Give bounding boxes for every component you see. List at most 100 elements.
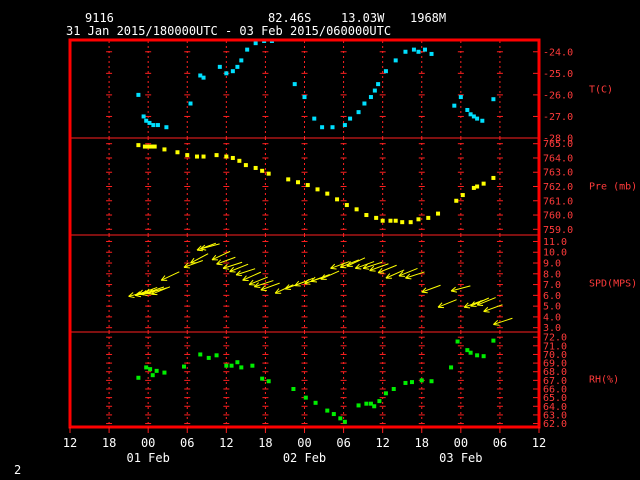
- wind-arrow-head: [200, 248, 207, 251]
- wind-arrow: [421, 284, 441, 294]
- wind-arrow-head: [183, 266, 191, 269]
- wind-arrow-head: [304, 278, 310, 284]
- pres-point: [374, 215, 379, 220]
- rh-point: [206, 355, 211, 360]
- rh-point: [491, 338, 496, 343]
- wind-arrow-head: [284, 288, 291, 290]
- wind-arrow-head: [437, 302, 443, 308]
- rh-point: [364, 401, 369, 406]
- pres-point: [354, 207, 359, 212]
- y-tick-label: 71.0: [543, 341, 567, 352]
- temp-point: [416, 49, 421, 54]
- rh-point: [391, 387, 396, 391]
- x-tick-label: 18: [415, 436, 429, 450]
- temp-point: [147, 120, 152, 125]
- wind-arrow-shaft: [222, 261, 243, 269]
- temp-point: [423, 47, 428, 52]
- wind-arrow: [160, 271, 180, 281]
- wind-arrow-head: [346, 261, 352, 267]
- x-tick-label: 00: [454, 436, 468, 450]
- rh-point: [481, 354, 486, 359]
- temp-point: [253, 41, 258, 46]
- day-label: 03 Feb: [439, 451, 482, 465]
- wind-arrow-head: [260, 285, 266, 291]
- temp-point: [368, 95, 373, 100]
- rh-point: [455, 339, 460, 344]
- rh-point: [260, 376, 265, 381]
- wind-arrow-head: [128, 292, 134, 297]
- temp-point: [475, 116, 480, 121]
- x-tick-label: 12: [63, 436, 77, 450]
- temp-point: [403, 49, 408, 54]
- temp-point: [465, 107, 470, 112]
- rh-point: [429, 379, 434, 384]
- y-tick-label: 62.0: [543, 419, 567, 430]
- wind-arrow-head: [450, 286, 456, 292]
- wind-arrow-shaft: [260, 282, 280, 291]
- wind-arrow: [222, 261, 243, 270]
- wind-arrow-head: [284, 284, 290, 290]
- y-tick-label: 760.0: [543, 211, 573, 222]
- rh-point: [475, 353, 480, 358]
- temp-point: [372, 88, 377, 93]
- wind-arrow: [483, 304, 503, 313]
- wind-arrow-head: [254, 286, 261, 289]
- rh-point: [419, 378, 424, 383]
- pres-point: [481, 181, 486, 186]
- wind-arrow: [354, 261, 375, 270]
- y-tick-label: 10.0: [543, 248, 567, 259]
- wind-arrow-shaft: [216, 256, 236, 265]
- wind-arrow: [229, 263, 249, 273]
- wind-arrow-shaft: [190, 253, 209, 264]
- pres-point: [185, 153, 190, 158]
- wind-arrow-shaft: [476, 297, 496, 306]
- pres-point: [416, 217, 421, 222]
- rh-point: [235, 360, 240, 365]
- pres-point: [175, 150, 180, 155]
- rh-point: [162, 370, 167, 375]
- pres-point: [344, 203, 349, 208]
- wind-arrow-head: [310, 276, 316, 282]
- y-tick-label: 761.0: [543, 196, 573, 207]
- rh-point: [409, 380, 414, 385]
- rh-point: [181, 364, 186, 369]
- temp-point: [302, 95, 307, 100]
- temp-point: [141, 114, 146, 119]
- pres-point: [162, 147, 167, 152]
- wind-arrow-head: [339, 262, 345, 268]
- pres-point: [214, 153, 219, 158]
- temp-point: [429, 51, 434, 56]
- temp-point: [376, 82, 381, 87]
- wind-arrow-head: [147, 288, 153, 294]
- temp-point: [468, 112, 473, 117]
- station-longitude: 13.03W: [341, 11, 385, 25]
- pres-point: [266, 171, 271, 176]
- wind-arrow: [274, 284, 294, 294]
- wind-arrow: [190, 253, 209, 264]
- temp-point: [312, 116, 317, 121]
- wind-arrow-shaft: [421, 284, 441, 293]
- temp-point: [151, 123, 156, 128]
- x-tick-label: 12: [375, 436, 389, 450]
- y-tick-label: 759.0: [543, 225, 573, 236]
- wind-arrow-head: [470, 301, 475, 307]
- panel-label-temp: T(C): [589, 85, 613, 96]
- temp-point: [342, 123, 347, 128]
- wind-arrow: [310, 274, 330, 283]
- y-tick-label: -26.0: [543, 90, 573, 101]
- wind-arrow: [450, 285, 471, 293]
- day-label: 01 Feb: [126, 451, 169, 465]
- wind-arrow-head: [369, 265, 375, 271]
- temp-point: [411, 47, 416, 52]
- wind-arrow-head: [196, 249, 204, 252]
- wind-arrow: [248, 276, 268, 286]
- time-period: 31 Jan 2015/180000UTC - 03 Feb 2015/0600…: [66, 24, 391, 38]
- wind-arrow-head: [274, 288, 280, 294]
- wind-arrow-head: [463, 302, 469, 308]
- y-tick-label: 65.0: [543, 393, 567, 404]
- rh-point: [325, 408, 330, 413]
- wind-arrow-shaft: [377, 264, 397, 274]
- temp-point: [362, 101, 367, 106]
- wind-arrow-head: [330, 263, 336, 269]
- pres-point: [460, 193, 465, 198]
